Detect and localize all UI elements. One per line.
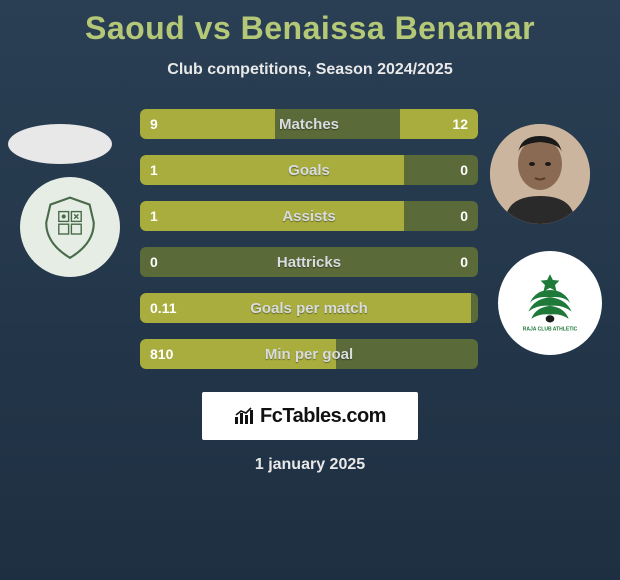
stat-row-goals-per-match: 0.11 Goals per match: [140, 293, 478, 323]
stat-row-goals: 1 Goals 0: [140, 155, 478, 185]
stat-left-value: 0: [150, 247, 158, 277]
player-left-avatar-placeholder: [8, 124, 112, 164]
club-left-crest: [20, 177, 120, 277]
crest-left-icon: [35, 192, 105, 262]
svg-text:RAJA CLUB ATHLETIC: RAJA CLUB ATHLETIC: [523, 326, 578, 332]
stat-right-value: 0: [460, 247, 468, 277]
brand-badge: FcTables.com: [202, 392, 418, 440]
crest-right-icon: RAJA CLUB ATHLETIC: [514, 267, 586, 339]
stat-row-hattricks: 0 Hattricks 0: [140, 247, 478, 277]
stat-label: Goals per match: [140, 293, 478, 323]
player-silhouette-icon: [490, 124, 590, 224]
player-right-avatar: [490, 124, 590, 224]
stat-label: Matches: [140, 109, 478, 139]
stat-left-value: 1: [150, 201, 158, 231]
date-label: 1 january 2025: [0, 456, 620, 474]
stat-row-assists: 1 Assists 0: [140, 201, 478, 231]
stat-left-value: 0.11: [150, 293, 176, 323]
brand-chart-icon: [234, 407, 256, 425]
stat-label: Goals: [140, 155, 478, 185]
stat-right-value: 12: [452, 109, 468, 139]
stat-label: Assists: [140, 201, 478, 231]
stat-left-value: 9: [150, 109, 158, 139]
page-title: Saoud vs Benaissa Benamar: [0, 0, 620, 47]
stat-left-value: 810: [150, 339, 173, 369]
club-right-crest: RAJA CLUB ATHLETIC: [498, 251, 602, 355]
comparison-area: RAJA CLUB ATHLETIC 9 Matches 12 1 Goals …: [0, 109, 620, 389]
brand-text: FcTables.com: [260, 405, 386, 428]
page-subtitle: Club competitions, Season 2024/2025: [0, 61, 620, 79]
stat-right-value: 0: [460, 201, 468, 231]
stat-label: Hattricks: [140, 247, 478, 277]
stat-bars: 9 Matches 12 1 Goals 0 1 Assists 0 0 Hat…: [140, 109, 478, 385]
stat-left-value: 1: [150, 155, 158, 185]
stat-right-value: 0: [460, 155, 468, 185]
stat-row-min-per-goal: 810 Min per goal: [140, 339, 478, 369]
stat-label: Min per goal: [140, 339, 478, 369]
stat-row-matches: 9 Matches 12: [140, 109, 478, 139]
